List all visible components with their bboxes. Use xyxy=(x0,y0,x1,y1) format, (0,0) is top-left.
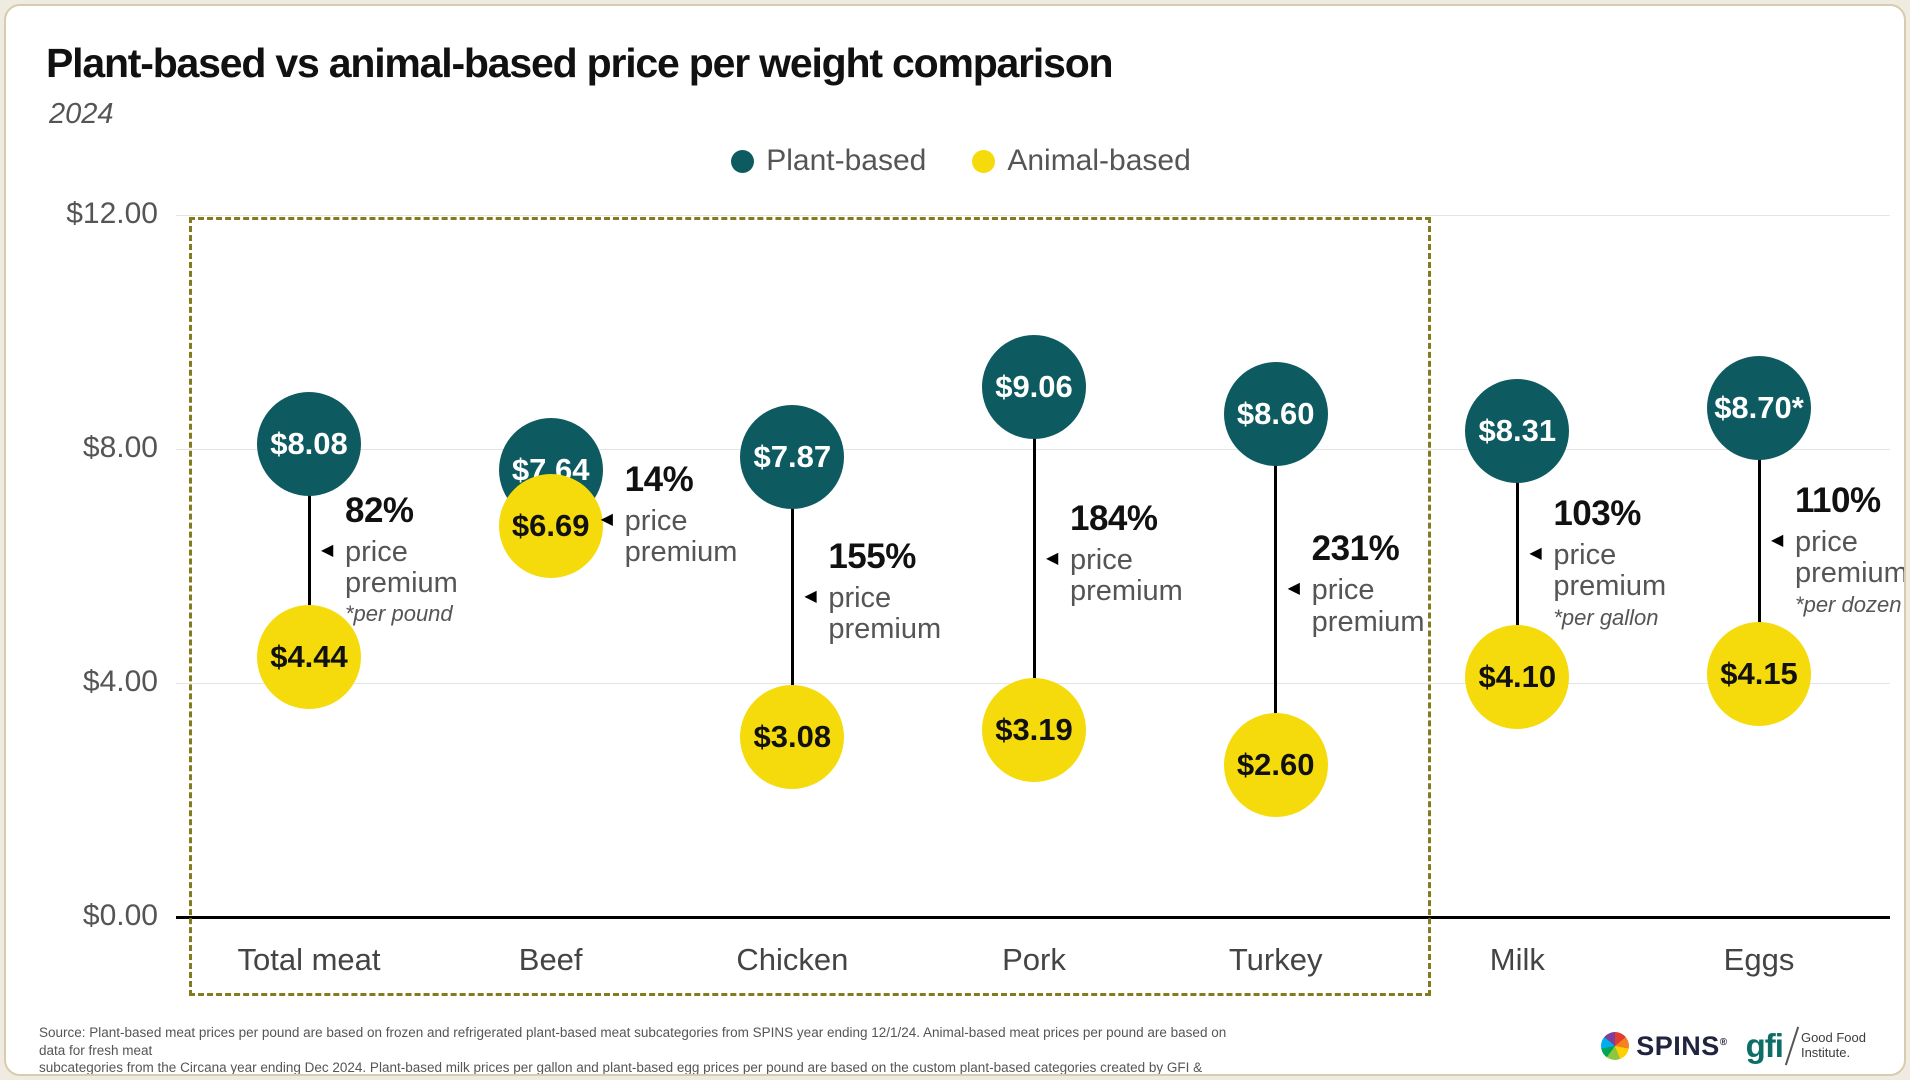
legend-label: Animal-based xyxy=(1007,144,1191,177)
x-axis-category-label: Chicken xyxy=(736,942,849,977)
source-note: Source: Plant-based meat prices per poun… xyxy=(39,1024,1229,1076)
x-axis-line xyxy=(176,916,1890,919)
spins-globe-icon xyxy=(1601,1032,1630,1060)
x-axis-category-label: Beef xyxy=(518,942,583,977)
footer-logos: SPINS® gfi Good Food Institute. xyxy=(1601,1026,1866,1066)
plant-based-point: $7.87 xyxy=(740,404,845,509)
premium-percent: 82% xyxy=(345,490,414,530)
y-axis-tick-label: $4.00 xyxy=(82,665,158,698)
price-premium-annotation: 14% price premium ◀ xyxy=(600,459,785,569)
animal-based-point: $3.08 xyxy=(740,684,845,789)
y-axis-tick-label: $12.00 xyxy=(66,197,158,230)
page-subtitle: 2024 xyxy=(49,98,114,130)
y-axis-tick-label: $8.00 xyxy=(82,431,158,464)
registered-mark: ® xyxy=(1719,1036,1728,1048)
source-line: subcategories from the Circana year endi… xyxy=(39,1060,1203,1076)
left-arrow-icon: ◀ xyxy=(1771,532,1784,550)
premium-percent: 155% xyxy=(828,536,916,576)
chart-card: Plant-based vs animal-based price per we… xyxy=(4,4,1906,1076)
animal-based-point: $6.69 xyxy=(498,473,603,578)
plot-area: $12.00 $8.00 $4.00 $0.00 $8.08 $4.44 82% price … xyxy=(6,6,1904,1074)
price-gap-line xyxy=(1757,408,1761,675)
meat-group-dashed-box xyxy=(189,217,1431,996)
premium-percent: 14% xyxy=(624,459,694,499)
premium-percent: 110% xyxy=(1795,481,1881,521)
price-premium-annotation: 103% price premium ◀ *per gallon xyxy=(1529,494,1713,631)
price-gap-line xyxy=(307,444,311,658)
price-premium-annotation: 184% price premium ◀ xyxy=(1046,498,1230,608)
x-axis-category-label: Total meat xyxy=(237,942,381,977)
left-arrow-icon: ◀ xyxy=(600,510,613,528)
gridline-12 xyxy=(176,215,1890,216)
animal-based-point: $4.10 xyxy=(1465,625,1570,730)
plant-based-point: $8.70* xyxy=(1707,356,1812,461)
price-gap-line xyxy=(1515,430,1519,678)
gfi-logo-text: Good Food Institute. xyxy=(1800,1030,1866,1060)
animal-based-point: $2.60 xyxy=(1223,712,1328,817)
premium-percent: 103% xyxy=(1553,494,1641,533)
spins-logo: SPINS® xyxy=(1601,1031,1727,1062)
gfi-wordmark: gfi xyxy=(1745,1027,1784,1064)
premium-label: price premium ◀ xyxy=(1529,539,1667,603)
plant-based-dot-icon xyxy=(731,149,755,173)
price-gap-line xyxy=(790,456,794,737)
unit-note: *per pound xyxy=(345,601,453,627)
plant-based-point: $9.06 xyxy=(982,334,1086,439)
legend: Plant-based Animal-based xyxy=(6,144,1904,178)
plant-based-point: $8.60 xyxy=(1223,361,1328,466)
left-arrow-icon: ◀ xyxy=(1287,580,1300,598)
y-axis-tick-label: $0.00 xyxy=(82,899,158,932)
gfi-logo: gfi Good Food Institute. xyxy=(1746,1026,1866,1066)
x-axis-category-label: Pork xyxy=(1002,942,1066,977)
legend-item-animal-based: Animal-based xyxy=(972,144,1191,178)
premium-label: price premium ◀ xyxy=(804,581,942,646)
x-axis-category-label: Turkey xyxy=(1228,942,1323,977)
unit-note: *per dozen xyxy=(1795,591,1902,617)
premium-label: price premium ◀ xyxy=(1046,543,1183,607)
legend-label: Plant-based xyxy=(766,144,927,177)
legend-item-plant-based: Plant-based xyxy=(731,144,926,178)
spins-wordmark: SPINS® xyxy=(1636,1030,1728,1061)
source-line: Source: Plant-based meat prices per poun… xyxy=(39,1025,1227,1058)
premium-label: price premium ◀ xyxy=(1287,574,1425,638)
premium-label: price premium ◀ xyxy=(1771,526,1906,590)
premium-label: price premium ◀ xyxy=(321,535,458,600)
price-premium-annotation: 231% price premium ◀ xyxy=(1287,529,1472,638)
x-axis-category-label: Milk xyxy=(1489,942,1545,977)
plant-based-point: $8.08 xyxy=(257,392,361,497)
animal-based-point: $3.19 xyxy=(982,678,1086,783)
gfi-slash-icon xyxy=(1784,1026,1800,1066)
price-gap-line xyxy=(1032,386,1036,731)
premium-percent: 184% xyxy=(1070,498,1158,538)
plant-based-point: $8.31 xyxy=(1465,378,1570,483)
x-axis-category-label: Eggs xyxy=(1723,942,1795,977)
price-premium-annotation: 82% price premium ◀ *per pound xyxy=(321,490,505,628)
left-arrow-icon: ◀ xyxy=(804,587,817,605)
premium-label: price premium ◀ xyxy=(600,504,738,569)
price-gap-line xyxy=(1274,413,1278,765)
animal-based-point: $4.15 xyxy=(1707,622,1812,727)
left-arrow-icon: ◀ xyxy=(321,541,334,559)
left-arrow-icon: ◀ xyxy=(1046,549,1059,567)
price-premium-annotation: 110% price premium ◀ *per dozen xyxy=(1771,481,1906,618)
animal-based-point: $4.44 xyxy=(257,605,361,710)
price-premium-annotation: 155% price premium ◀ xyxy=(804,536,988,646)
animal-based-dot-icon xyxy=(972,149,996,173)
unit-note: *per gallon xyxy=(1553,604,1659,630)
page-title: Plant-based vs animal-based price per we… xyxy=(46,40,1114,86)
left-arrow-icon: ◀ xyxy=(1529,545,1542,562)
premium-percent: 231% xyxy=(1311,529,1400,569)
